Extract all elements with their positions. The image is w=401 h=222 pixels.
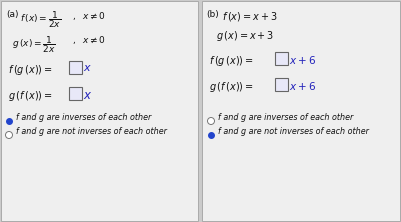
Text: (a): (a) — [6, 10, 18, 19]
Text: $x$: $x$ — [83, 63, 92, 73]
Text: $f\,(g\,(x)) =$: $f\,(g\,(x)) =$ — [8, 63, 53, 77]
Text: $x$: $x$ — [83, 89, 92, 102]
Bar — [275, 52, 288, 65]
Circle shape — [207, 117, 215, 125]
Text: $x + 6$: $x + 6$ — [289, 54, 316, 66]
Text: $f\,(g\,(x)) =$: $f\,(g\,(x)) =$ — [209, 54, 254, 68]
Text: f and g are inverses of each other: f and g are inverses of each other — [16, 113, 151, 123]
Bar — [202, 1, 400, 221]
Text: f and g are not inverses of each other: f and g are not inverses of each other — [16, 127, 167, 137]
Text: (b): (b) — [206, 10, 219, 19]
Text: $g\,(x) = x + 3$: $g\,(x) = x + 3$ — [216, 29, 274, 43]
Text: $g\,(x) = \dfrac{1}{2x}$: $g\,(x) = \dfrac{1}{2x}$ — [12, 34, 56, 55]
Bar — [69, 87, 82, 100]
Text: $g\,(f\,(x)) =$: $g\,(f\,(x)) =$ — [8, 89, 53, 103]
Text: $f\,(x) = x + 3$: $f\,(x) = x + 3$ — [222, 10, 277, 23]
Text: $,\ \ x \neq 0$: $,\ \ x \neq 0$ — [72, 10, 106, 22]
Bar — [1, 1, 198, 221]
Text: $x + 6$: $x + 6$ — [289, 80, 316, 92]
Circle shape — [6, 131, 12, 139]
Text: $g\,(f\,(x)) =$: $g\,(f\,(x)) =$ — [209, 80, 254, 94]
Text: f and g are not inverses of each other: f and g are not inverses of each other — [218, 127, 369, 137]
Bar — [69, 61, 82, 74]
Text: $f\,(x) = \dfrac{1}{2x}$: $f\,(x) = \dfrac{1}{2x}$ — [20, 9, 61, 30]
Bar — [275, 78, 288, 91]
Text: f and g are inverses of each other: f and g are inverses of each other — [218, 113, 353, 123]
Text: $,\ \ x \neq 0$: $,\ \ x \neq 0$ — [72, 34, 106, 46]
